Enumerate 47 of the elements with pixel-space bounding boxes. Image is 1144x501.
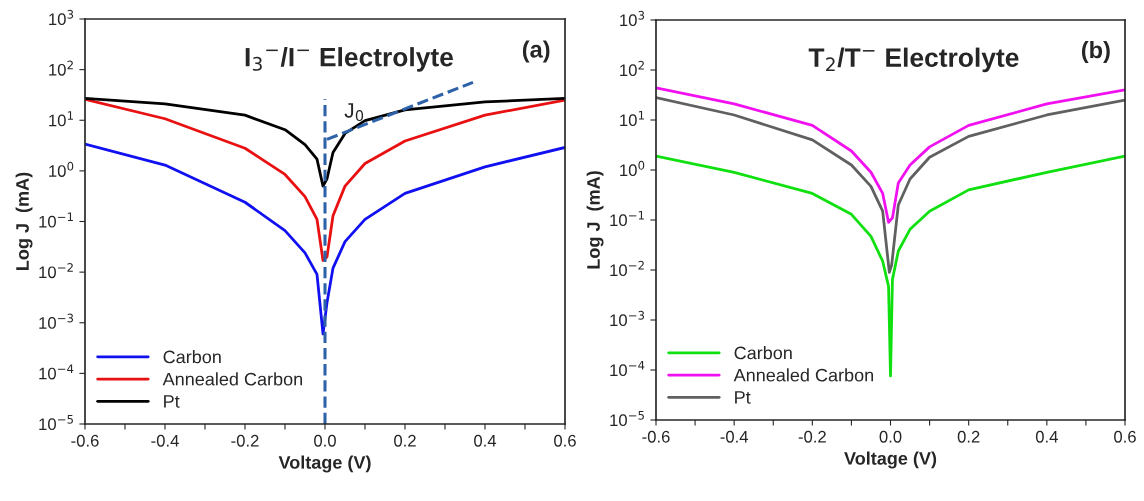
text: I$_{3}$$^{−}$/I$^{−}$ Electrolyte — [245, 47, 453, 72]
y-axis-title: Log J (mA) — [586, 171, 604, 269]
annotation: (a) — [522, 40, 550, 63]
x-tick-label: 0.4 — [474, 434, 497, 447]
y-tick-label: 10$^{2}$ — [49, 60, 73, 76]
legend-label: Carbon — [163, 350, 221, 364]
y-tick-label: 10$^{3}$ — [620, 10, 645, 27]
annotation: (b) — [1081, 41, 1110, 63]
y-tick-label: 10$^{−2}$ — [39, 263, 73, 279]
y-tick-label: 10$^{1}$ — [49, 111, 73, 127]
x-tick-label: -0.4 — [720, 430, 749, 443]
x-tick-label: 0.6 — [554, 434, 576, 447]
y-tick-label: 10$^{−3}$ — [610, 310, 645, 327]
y-tick-label: 10$^{1}$ — [620, 111, 644, 127]
x-tick-label: -0.6 — [71, 434, 99, 447]
x-tick-label: 0.2 — [394, 434, 416, 447]
y-tick-label: 10$^{−2}$ — [610, 260, 644, 277]
y-tick-label: 10$^{2}$ — [620, 60, 644, 77]
y-tick-label: 10$^{0}$ — [49, 161, 74, 177]
legend-label: Pt — [735, 391, 751, 404]
x-tick-label: -0.4 — [151, 434, 179, 447]
legend-label: Annealed Carbon — [733, 368, 874, 382]
x-tick-label: 0.0 — [879, 430, 902, 443]
x-axis-title: Voltage (V) — [278, 455, 371, 473]
y-tick-label: 10$^{−1}$ — [610, 211, 644, 227]
y-tick-label: 10$^{−4}$ — [39, 364, 74, 380]
y-tick-label: 10$^{−4}$ — [610, 361, 645, 377]
x-tick-label: 0.2 — [957, 430, 980, 443]
x-tick-label: 0.0 — [314, 434, 336, 447]
y-tick-label: 10$^{−5}$ — [610, 411, 644, 427]
x-tick-label: 0.6 — [1114, 430, 1136, 443]
x-tick-label: -0.2 — [798, 430, 826, 443]
x-tick-label: -0.2 — [231, 434, 259, 447]
legend-label: Annealed Carbon — [162, 372, 303, 386]
y-tick-label: 10$^{−3}$ — [39, 313, 74, 329]
x-axis-title: Voltage (V) — [844, 451, 937, 469]
y-tick-label: 10$^{−1}$ — [39, 212, 73, 228]
y-tick-label: 10$^{3}$ — [49, 9, 74, 26]
legend-label: Pt — [164, 395, 180, 408]
text: T$_{2}$/T$^{−}$ Electrolyte — [808, 47, 1019, 73]
y-axis-title: Log J (mA) — [15, 172, 33, 270]
y-tick-label: 10$^{0}$ — [620, 160, 645, 177]
x-tick-label: 0.4 — [1035, 430, 1058, 443]
x-tick-label: -0.6 — [642, 430, 670, 443]
legend-label: Carbon — [734, 346, 792, 360]
y-tick-label: 10$^{−5}$ — [39, 415, 73, 431]
annotation: J$_{0}$ — [344, 103, 364, 122]
